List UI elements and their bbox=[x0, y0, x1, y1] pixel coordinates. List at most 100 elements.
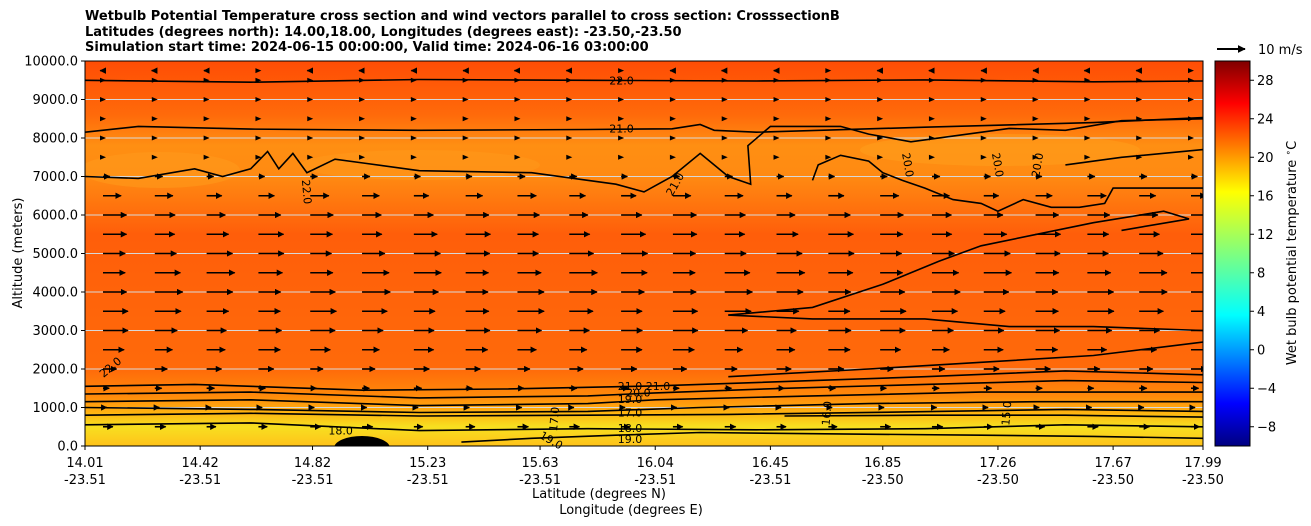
wind-vector bbox=[566, 154, 573, 160]
x-tick-label-lon: -23.51 bbox=[179, 473, 221, 488]
colorbar-tick-label: 24 bbox=[1257, 112, 1274, 127]
y-tick-label: 1000.0 bbox=[33, 401, 79, 416]
contour-line bbox=[85, 78, 1203, 84]
title-line-1: Wetbulb Potential Temperature cross sect… bbox=[85, 9, 840, 24]
wind-vector bbox=[1136, 135, 1143, 141]
wind-vector bbox=[1188, 135, 1194, 141]
wind-vector bbox=[825, 154, 832, 160]
wind-vector bbox=[1032, 97, 1039, 102]
contour-line bbox=[728, 314, 1203, 332]
wind-vector bbox=[825, 135, 832, 141]
wind-vector bbox=[825, 97, 832, 102]
contour-label: 20.0 bbox=[626, 386, 651, 399]
wind-vector bbox=[618, 97, 625, 102]
contour-line bbox=[811, 154, 1203, 213]
contour-line bbox=[85, 116, 1203, 134]
contour-line bbox=[85, 408, 1203, 417]
wind-vector bbox=[203, 154, 210, 160]
contour-label: 22.0 bbox=[299, 179, 314, 205]
x-tick-label-lon: -23.51 bbox=[519, 473, 561, 488]
wind-vector bbox=[151, 97, 158, 102]
wind-vector bbox=[462, 154, 469, 160]
wind-vector bbox=[1084, 116, 1091, 122]
quiver-key-label: 10 m/s bbox=[1258, 43, 1303, 58]
wind-vector bbox=[1188, 68, 1194, 74]
wind-vector bbox=[1084, 154, 1091, 160]
wind-vector bbox=[100, 97, 106, 102]
y-tick-label: 0.0 bbox=[57, 440, 78, 455]
wind-vector bbox=[255, 154, 262, 160]
wind-vector bbox=[514, 154, 521, 160]
y-tick-label: 7000.0 bbox=[33, 170, 79, 185]
colorbar-tick-label: 8 bbox=[1257, 266, 1265, 281]
wind-vector bbox=[1188, 154, 1194, 160]
contour-label: 18.0 bbox=[618, 422, 643, 435]
wind-vector bbox=[462, 116, 469, 122]
wind-vector bbox=[359, 154, 366, 160]
wind-vector bbox=[618, 154, 625, 160]
wind-vector bbox=[100, 135, 106, 141]
colorbar-label: Wet bulb potential temperature ∘C bbox=[1284, 141, 1300, 365]
wind-vector bbox=[1032, 116, 1039, 122]
x-tick-label-lat: 15.23 bbox=[409, 456, 446, 471]
wind-vector bbox=[980, 135, 987, 141]
x-tick-label-lon: -23.51 bbox=[634, 473, 676, 488]
wind-vector bbox=[203, 135, 210, 141]
y-axis: 0.0 1000.0 2000.0 3000.0 4000.0 5000.0 6000.0 7… bbox=[24, 55, 85, 455]
x-axis-label-latitude: Latitude (degrees N) bbox=[532, 487, 666, 502]
wind-vector bbox=[1032, 135, 1039, 141]
x-tick-label-lat: 14.01 bbox=[66, 456, 103, 471]
x-tick-label-lat: 14.42 bbox=[182, 456, 219, 471]
wind-vector bbox=[980, 116, 987, 122]
contour-label: 17.0 bbox=[618, 407, 643, 420]
y-tick-label: 4000.0 bbox=[33, 286, 79, 301]
wind-vector bbox=[825, 68, 832, 74]
y-tick-label: 5000.0 bbox=[33, 247, 79, 262]
wind-vector bbox=[255, 97, 262, 102]
wind-vector bbox=[410, 97, 417, 102]
wind-vector bbox=[1188, 97, 1194, 102]
wind-vector bbox=[514, 116, 521, 122]
contour-line bbox=[85, 370, 1203, 392]
wind-vector bbox=[618, 116, 625, 122]
wind-vector bbox=[203, 97, 210, 102]
wind-vector bbox=[669, 154, 676, 160]
x-tick-label-lat: 15.63 bbox=[521, 456, 558, 471]
wind-vector bbox=[462, 135, 469, 141]
wind-vector bbox=[151, 154, 158, 160]
contour-label: 19.0 bbox=[618, 393, 643, 406]
wind-vector bbox=[721, 116, 728, 122]
wind-vector bbox=[566, 116, 573, 122]
contour-label: 22.0 bbox=[609, 74, 634, 87]
colorbar-tick-label: 4 bbox=[1257, 305, 1265, 320]
y-tick-label: 6000.0 bbox=[33, 209, 79, 224]
wind-vector bbox=[669, 135, 676, 141]
x-tick-label-lat: 17.26 bbox=[979, 456, 1016, 471]
wind-vector bbox=[773, 116, 780, 122]
wind-vector bbox=[618, 68, 625, 74]
wind-vector bbox=[773, 154, 780, 160]
plot-area: 22.021.022.0 21.020.0 20.0 20.022.021.0 21.0… bbox=[84, 60, 1204, 452]
wind-vector bbox=[928, 97, 935, 102]
x-tick-label-lat: 16.04 bbox=[637, 456, 674, 471]
y-tick-label: 2000.0 bbox=[33, 363, 79, 378]
contour-line bbox=[85, 400, 1203, 414]
wind-vector bbox=[1084, 97, 1091, 102]
contour-line bbox=[728, 210, 1190, 316]
quiver-key: 10 m/s bbox=[1217, 43, 1303, 58]
contour-label: 18.0 bbox=[328, 425, 353, 438]
colorbar-ticks: −8 −4 0 4 8 12 16 20 24 28 bbox=[1250, 74, 1276, 435]
x-tick-label-lat: 17.67 bbox=[1095, 456, 1132, 471]
contour-line bbox=[461, 431, 1203, 443]
wind-vector bbox=[203, 116, 210, 122]
ground-terrain bbox=[334, 436, 390, 446]
x-tick-label-lon: -23.50 bbox=[977, 473, 1019, 488]
contour-line bbox=[85, 422, 1203, 432]
wind-vector bbox=[255, 116, 262, 122]
contour-label: 17.0 bbox=[547, 406, 562, 432]
wind-vector bbox=[307, 116, 314, 122]
colorbar-tick-label: 16 bbox=[1257, 189, 1274, 204]
wind-vector bbox=[255, 68, 262, 74]
x-tick-label-lat: 17.99 bbox=[1184, 456, 1221, 471]
